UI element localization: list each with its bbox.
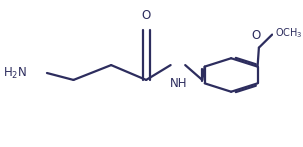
Text: H$_2$N: H$_2$N <box>3 65 27 81</box>
Text: O: O <box>142 9 151 22</box>
Text: O: O <box>251 29 261 42</box>
Text: NH: NH <box>170 77 187 90</box>
Text: OCH$_3$: OCH$_3$ <box>275 26 302 40</box>
